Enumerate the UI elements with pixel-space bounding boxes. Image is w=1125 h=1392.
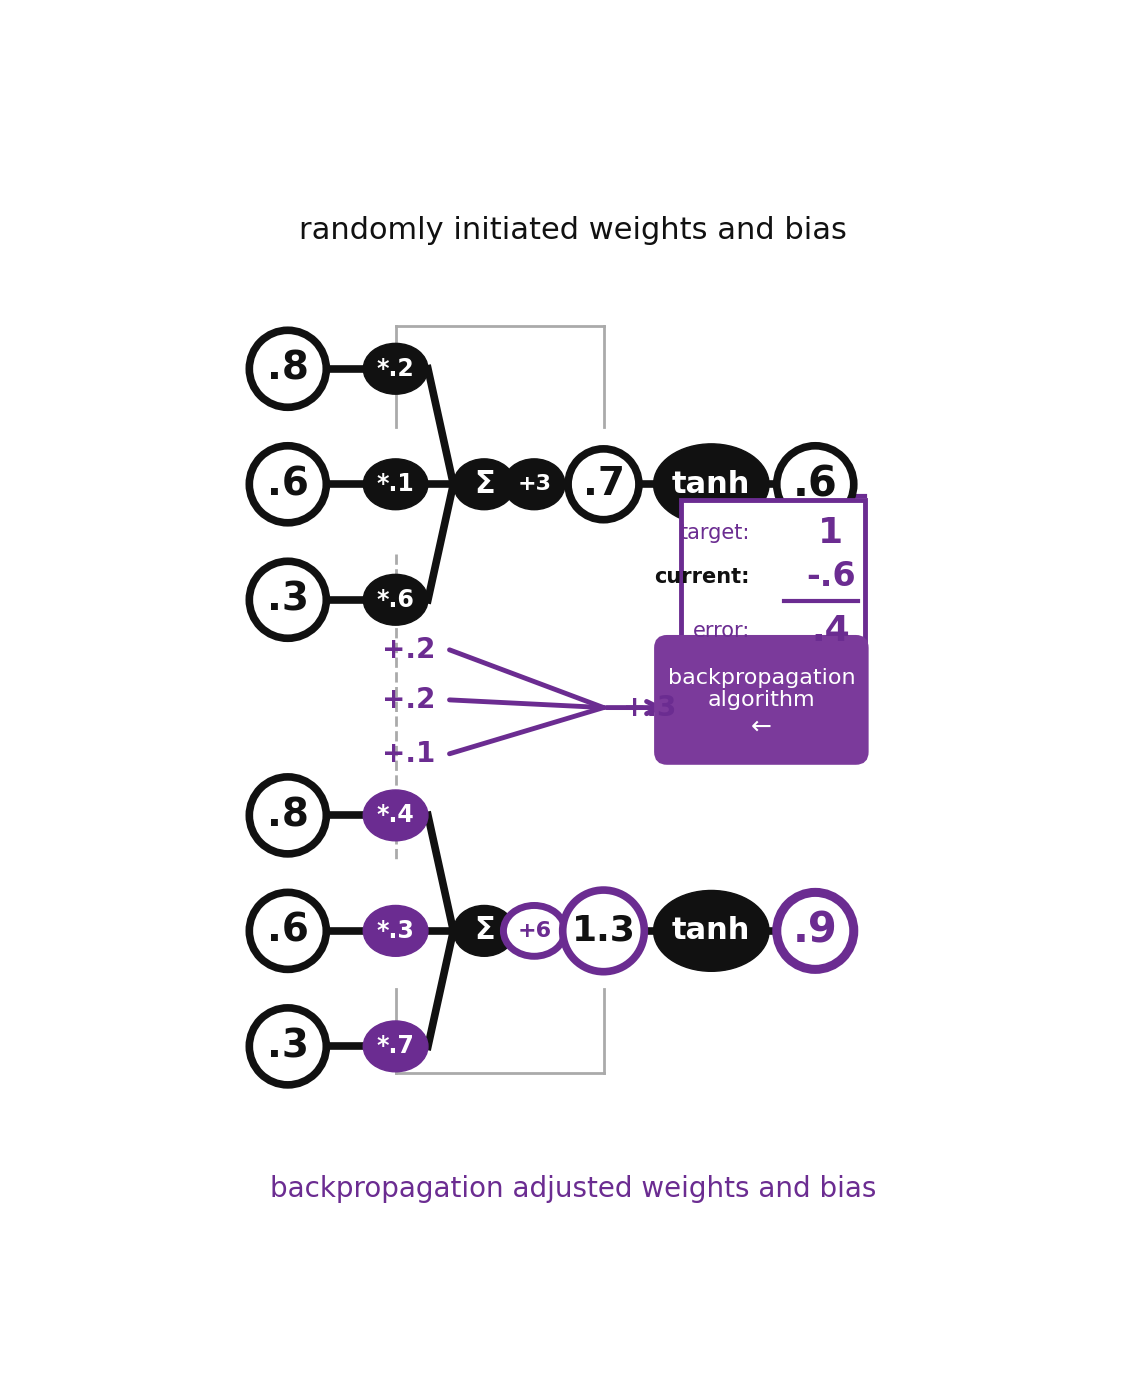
Text: target:: target:: [680, 523, 749, 543]
Ellipse shape: [363, 791, 428, 841]
FancyBboxPatch shape: [656, 636, 867, 763]
FancyBboxPatch shape: [681, 500, 865, 661]
Text: backpropagation adjusted weights and bias: backpropagation adjusted weights and bia…: [270, 1175, 876, 1203]
Circle shape: [250, 561, 326, 639]
Ellipse shape: [363, 459, 428, 509]
Text: *.6: *.6: [377, 587, 414, 611]
Ellipse shape: [363, 905, 428, 956]
Text: +3: +3: [518, 475, 551, 494]
Text: tanh: tanh: [672, 916, 750, 945]
Circle shape: [250, 445, 326, 523]
Text: +6: +6: [518, 922, 551, 941]
Circle shape: [562, 889, 645, 972]
Text: .6: .6: [793, 464, 838, 505]
Text: .6: .6: [267, 465, 308, 504]
Ellipse shape: [363, 344, 428, 394]
Ellipse shape: [654, 891, 770, 972]
Text: .9: .9: [793, 910, 838, 952]
Ellipse shape: [503, 905, 565, 956]
Text: .6: .6: [267, 912, 308, 949]
Text: Σ: Σ: [474, 916, 495, 945]
Text: .3: .3: [267, 580, 308, 619]
Circle shape: [250, 777, 326, 853]
Text: +.2: +.2: [382, 636, 435, 664]
Text: Σ: Σ: [474, 469, 495, 498]
Text: +.2: +.2: [382, 686, 435, 714]
Circle shape: [776, 445, 854, 523]
Text: .4: .4: [811, 614, 850, 647]
Ellipse shape: [363, 575, 428, 625]
Ellipse shape: [503, 459, 565, 509]
Text: algorithm: algorithm: [708, 690, 816, 710]
Text: .3: .3: [267, 1027, 308, 1065]
Text: *.4: *.4: [377, 803, 414, 827]
Circle shape: [250, 330, 326, 408]
Text: ←: ←: [750, 715, 772, 739]
Text: +.1: +.1: [382, 739, 435, 768]
Text: *.3: *.3: [377, 919, 414, 942]
Text: *.1: *.1: [377, 472, 414, 497]
Text: .8: .8: [267, 349, 308, 388]
Text: *.2: *.2: [377, 356, 414, 381]
Text: *.7: *.7: [377, 1034, 414, 1058]
Ellipse shape: [654, 444, 770, 525]
Text: randomly initiated weights and bias: randomly initiated weights and bias: [299, 216, 847, 245]
Circle shape: [250, 1008, 326, 1084]
Text: 1: 1: [818, 516, 844, 550]
Text: +.3: +.3: [623, 693, 676, 721]
Text: tanh: tanh: [672, 469, 750, 498]
Circle shape: [568, 448, 639, 519]
Text: error:: error:: [693, 621, 749, 640]
Text: .8: .8: [267, 796, 308, 834]
Circle shape: [776, 892, 854, 969]
Ellipse shape: [363, 1020, 428, 1072]
Circle shape: [250, 892, 326, 969]
Text: current:: current:: [655, 567, 749, 586]
Text: 1.3: 1.3: [572, 915, 636, 948]
Text: backpropagation: backpropagation: [667, 668, 855, 688]
Ellipse shape: [453, 459, 515, 509]
Text: -.6: -.6: [806, 560, 855, 593]
Text: .7: .7: [583, 465, 624, 504]
Ellipse shape: [453, 905, 515, 956]
